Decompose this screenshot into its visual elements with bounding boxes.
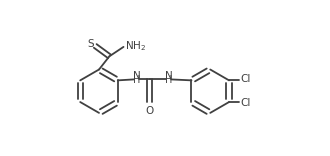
Text: Cl: Cl	[240, 98, 251, 108]
Text: N: N	[165, 71, 172, 81]
Text: N: N	[133, 71, 140, 81]
Text: S: S	[88, 39, 94, 49]
Text: H: H	[133, 75, 140, 85]
Text: NH$_2$: NH$_2$	[125, 39, 147, 53]
Text: Cl: Cl	[240, 74, 251, 84]
Text: O: O	[146, 106, 154, 116]
Text: H: H	[165, 75, 172, 85]
